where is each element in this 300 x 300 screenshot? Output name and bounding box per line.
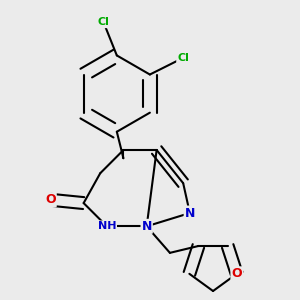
Text: O: O [45,193,56,206]
Text: N: N [142,220,152,233]
Text: NH: NH [98,221,116,231]
Text: N: N [184,206,195,220]
Text: O: O [231,267,242,280]
Text: Cl: Cl [98,17,110,27]
Text: Cl: Cl [177,53,189,63]
